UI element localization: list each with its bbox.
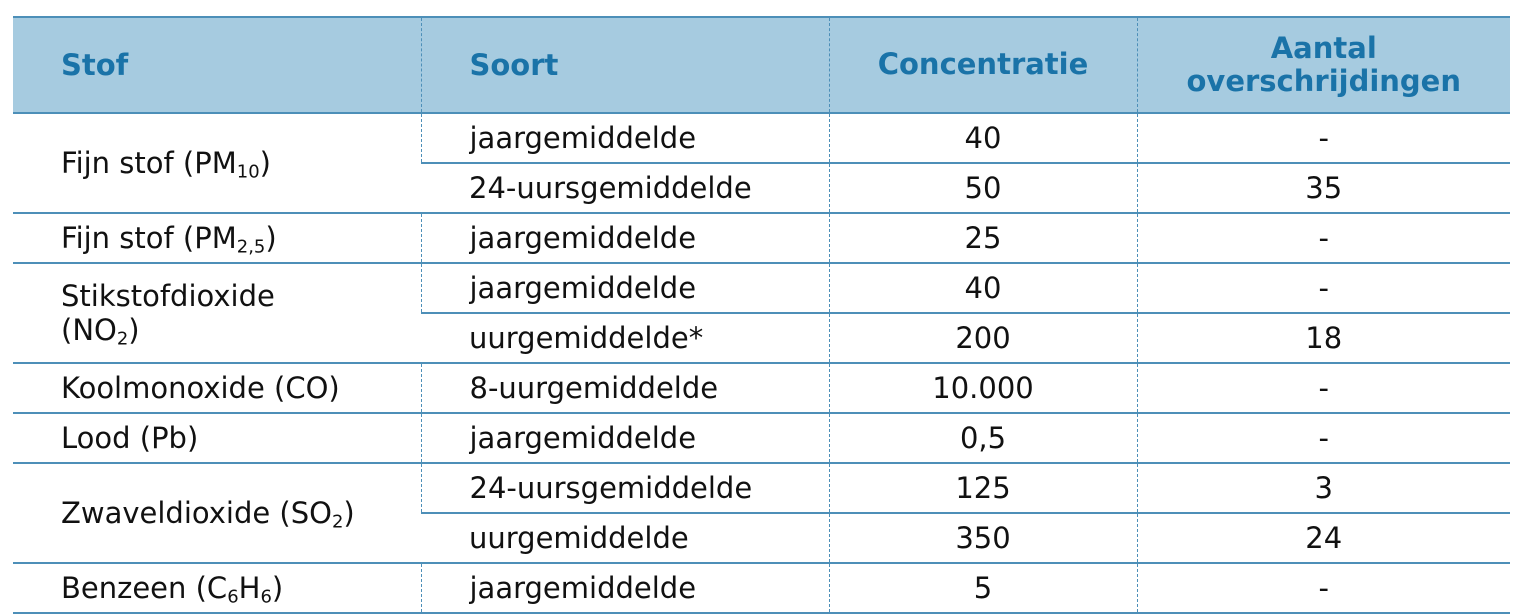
air-quality-table-wrapper: Stof Soort Concentratie Aantal overschri… [13, 16, 1510, 614]
concentratie-cell: 350 [828, 513, 1137, 564]
header-aantal-overschrijdingen: Aantal overschrijdingen [1136, 16, 1510, 114]
header-aantal-line1: Aantal [1270, 30, 1377, 65]
soort-cell: uurgemiddelde [421, 513, 829, 564]
header-soort: Soort [420, 16, 829, 114]
concentratie-cell: 10.000 [828, 363, 1137, 414]
stof-so2: Zwaveldioxide (SO2) [13, 463, 421, 564]
air-quality-limits-table: Stof Soort Concentratie Aantal overschri… [13, 16, 1510, 614]
concentratie-cell: 125 [828, 463, 1137, 514]
soort-cell: jaargemiddelde [420, 563, 829, 614]
stof-no2: Stikstofdioxide (NO2) [13, 263, 421, 364]
soort-cell: jaargemiddelde [420, 413, 829, 464]
table-row: Zwaveldioxide (SO2) 24-uursgemiddelde 12… [13, 463, 1510, 564]
table-row: uurgemiddelde 350 24 [13, 513, 1510, 564]
soort-cell: 24-uursgemiddelde [421, 163, 829, 214]
table-row: Koolmonoxide (CO) 8-uurgemiddelde 10.000… [13, 363, 1510, 414]
overschrijdingen-cell: - [1136, 413, 1510, 464]
soort-cell: uurgemiddelde* [421, 313, 829, 364]
table-row: 24-uursgemiddelde 50 35 [13, 163, 1510, 214]
overschrijdingen-cell: - [1136, 113, 1510, 164]
overschrijdingen-cell: - [1136, 263, 1510, 314]
concentratie-cell: 40 [828, 113, 1137, 164]
concentratie-cell: 5 [828, 563, 1137, 614]
concentratie-cell: 25 [828, 213, 1137, 264]
soort-cell: jaargemiddelde [420, 213, 829, 264]
concentratie-cell: 200 [828, 313, 1137, 364]
overschrijdingen-cell: - [1136, 563, 1510, 614]
overschrijdingen-cell: 35 [1136, 163, 1510, 214]
table-header-row: Stof Soort Concentratie Aantal overschri… [13, 16, 1510, 114]
overschrijdingen-cell: 18 [1136, 313, 1510, 364]
header-aantal-line2: overschrijdingen [1186, 64, 1462, 98]
overschrijdingen-cell: 24 [1136, 513, 1510, 564]
overschrijdingen-cell: 3 [1136, 463, 1510, 514]
stof-pm25: Fijn stof (PM2,5) [13, 213, 421, 264]
stof-co: Koolmonoxide (CO) [13, 363, 421, 414]
stof-pb: Lood (Pb) [13, 413, 421, 464]
concentratie-cell: 40 [828, 263, 1137, 314]
soort-cell: jaargemiddelde [420, 263, 829, 314]
overschrijdingen-cell: - [1136, 213, 1510, 264]
stof-c6h6: Benzeen (C6H6) [13, 563, 421, 614]
table-row: Fijn stof (PM2,5) jaargemiddelde 25 - [13, 213, 1510, 264]
table-row: Lood (Pb) jaargemiddelde 0,5 - [13, 413, 1510, 464]
stof-pm10: Fijn stof (PM10) [13, 113, 421, 214]
table-row: Benzeen (C6H6) jaargemiddelde 5 - [13, 563, 1510, 614]
table-row: uurgemiddelde* 200 18 [13, 313, 1510, 364]
soort-cell: 8-uurgemiddelde [420, 363, 829, 414]
table-row: Stikstofdioxide (NO2) jaargemiddelde 40 - [13, 263, 1510, 364]
header-stof: Stof [13, 16, 421, 114]
concentratie-cell: 0,5 [828, 413, 1137, 464]
concentratie-cell: 50 [828, 163, 1137, 214]
soort-cell: 24-uursgemiddelde [420, 463, 829, 514]
overschrijdingen-cell: - [1136, 363, 1510, 414]
table-row: Fijn stof (PM10) jaargemiddelde 40 - [13, 113, 1510, 214]
header-concentratie: Concentratie [828, 16, 1137, 114]
soort-cell: jaargemiddelde [420, 113, 829, 164]
